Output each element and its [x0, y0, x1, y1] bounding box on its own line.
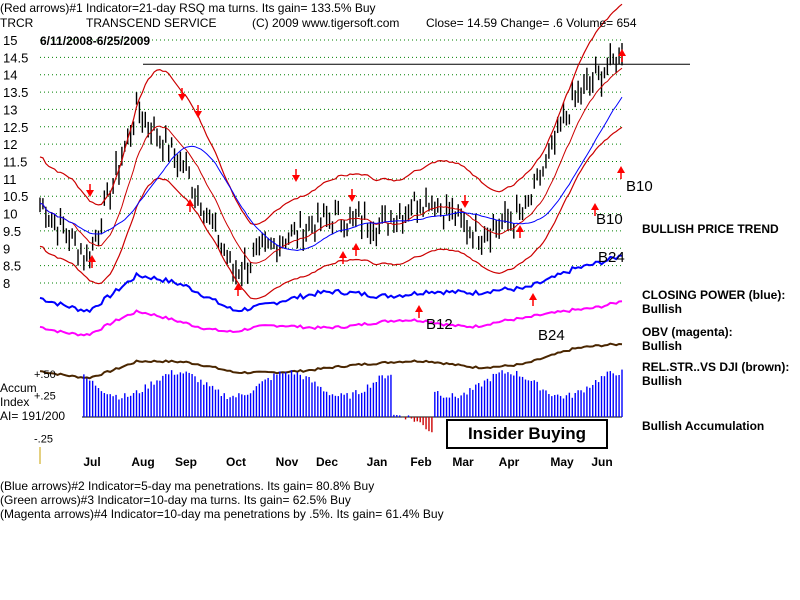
- copyright: (C) 2009 www.tigersoft.com: [252, 16, 400, 30]
- ma21-line: [39, 67, 623, 264]
- signal-arrow-head: [352, 243, 360, 250]
- rel-strength-value: Bullish: [642, 374, 683, 388]
- signal-arrow-head: [234, 283, 242, 290]
- month-tick-label: Dec: [316, 455, 338, 469]
- price-trend-label: BULLISH PRICE TREND: [642, 222, 779, 236]
- signal-arrow-head: [415, 305, 423, 312]
- obv-line: [39, 300, 623, 337]
- signal-arrow-head: [591, 203, 599, 210]
- signal-arrow-head: [178, 94, 186, 101]
- month-tick-label: Jan: [367, 455, 388, 469]
- accum-tick-label: -.25: [34, 434, 53, 446]
- header-line1: (Red arrows)#1 Indicator=21-day RSQ ma t…: [0, 1, 376, 15]
- price-tick-label: 15: [3, 33, 17, 48]
- price-tick-label: 8.5: [3, 259, 21, 274]
- signal-arrow-head: [186, 199, 194, 206]
- accum-tick-label: +.50: [34, 369, 56, 381]
- upper-band-line: [39, 3, 623, 226]
- footer-line2: (Green arrows)#3 Indicator=10-day ma tur…: [0, 493, 351, 507]
- month-tick-label: Mar: [452, 455, 474, 469]
- obv-label: OBV (magenta):: [642, 325, 733, 339]
- price-tick-label: 14.5: [3, 50, 28, 65]
- price-tick-label: 12: [3, 137, 17, 152]
- price-tick-label: 12.5: [3, 120, 28, 135]
- lower-band-line: [39, 126, 623, 300]
- price-tick-label: 10: [3, 207, 17, 222]
- month-tick-label: May: [550, 455, 574, 469]
- b24-lower-label: B24: [538, 327, 565, 344]
- footer-line1: (Blue arrows)#2 Indicator=5-day ma penet…: [0, 479, 375, 493]
- signal-arrow-head: [461, 201, 469, 208]
- accum-title: Accum: [0, 381, 37, 395]
- insider-buying-box: Insider Buying: [446, 419, 608, 449]
- month-tick-label: Oct: [226, 455, 246, 469]
- price-tick-label: 11: [3, 172, 17, 187]
- closing-power-line: [39, 254, 622, 314]
- date-range: 6/11/2008-6/25/2009: [40, 34, 151, 48]
- month-tick-label: Sep: [175, 455, 197, 469]
- closing-power-label: CLOSING POWER (blue):: [642, 288, 786, 302]
- signal-arrow-head: [292, 175, 300, 182]
- company-name: TRANSCEND SERVICE: [86, 16, 217, 30]
- signal-arrow-head: [617, 166, 625, 173]
- month-tick-label: Apr: [499, 455, 520, 469]
- rel-strength-label: REL.STR..VS DJI (brown):: [642, 360, 790, 374]
- accum-tick-label: +.25: [34, 391, 56, 403]
- signal-arrow-head: [86, 190, 94, 197]
- b12-label: B12: [426, 316, 453, 333]
- signal-arrow-head: [516, 225, 524, 232]
- month-tick-label: Aug: [131, 455, 154, 469]
- price-tick-label: 8: [3, 276, 10, 291]
- month-tick-label: Nov: [276, 455, 299, 469]
- rel-strength-line: [39, 342, 623, 380]
- ai-value: AI= 191/200: [0, 409, 66, 423]
- price-tick-label: 9.5: [3, 224, 21, 239]
- b10-upper-label: B10: [626, 178, 653, 195]
- closing-power-value: Bullish: [642, 302, 683, 316]
- price-tick-label: 13.5: [3, 85, 28, 100]
- price-tick-label: 9: [3, 241, 10, 256]
- accum-index-label: Index: [0, 395, 30, 409]
- signal-arrow-head: [529, 293, 537, 300]
- signal-arrow-head: [339, 251, 347, 258]
- b10-lower-label: B10: [596, 211, 623, 228]
- footer-line3: (Magenta arrows)#4 Indicator=10-day ma p…: [0, 507, 444, 521]
- obv-value: Bullish: [642, 339, 683, 353]
- signal-arrow-head: [194, 111, 202, 118]
- month-tick-label: Jul: [83, 455, 100, 469]
- accum-status: Bullish Accumulation: [642, 419, 765, 433]
- symbol: TRCR: [0, 16, 34, 30]
- quote-info: Close= 14.59 Change= .6 Volume= 654: [426, 16, 637, 30]
- month-tick-label: Jun: [591, 455, 612, 469]
- price-tick-label: 14: [3, 68, 17, 83]
- price-tick-label: 11.5: [3, 155, 27, 170]
- ma50-line: [39, 96, 623, 252]
- month-tick-label: Feb: [410, 455, 431, 469]
- signal-arrow-head: [618, 49, 626, 56]
- price-tick-label: 10.5: [3, 189, 28, 204]
- price-tick-label: 13: [3, 102, 17, 117]
- signal-arrow-head: [348, 195, 356, 202]
- b24-upper-label: B24: [598, 249, 625, 266]
- signal-arrow-head: [88, 255, 96, 262]
